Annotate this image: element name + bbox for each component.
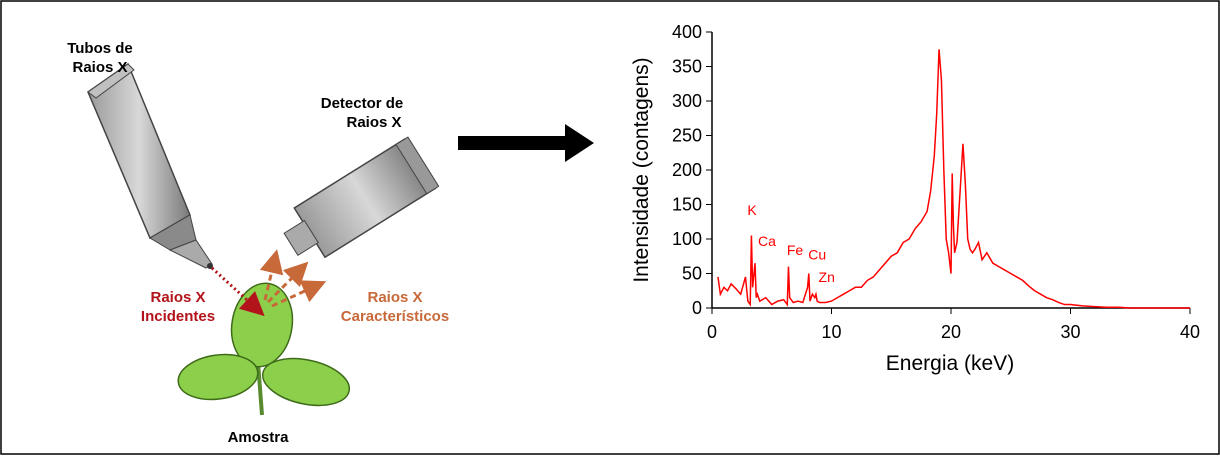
x-tick-label: 30: [1060, 322, 1080, 342]
peak-annotation: Fe: [787, 242, 804, 258]
detector: [283, 136, 440, 259]
x-tick-label: 10: [821, 322, 841, 342]
y-tick-label: 0: [692, 298, 702, 318]
y-axis-label: Intensidade (contagens): [630, 57, 653, 282]
peak-annotation: Zn: [819, 269, 835, 285]
y-tick-label: 50: [682, 264, 702, 284]
flow-arrow: [458, 124, 594, 162]
y-tick-label: 250: [672, 126, 702, 146]
sample-label: Amostra: [228, 429, 290, 446]
peak-annotation: K: [747, 202, 757, 218]
y-tick-label: 200: [672, 160, 702, 180]
emitted-beams: [259, 249, 327, 308]
xray-tube: [87, 62, 213, 269]
x-tick-label: 0: [707, 322, 717, 342]
incident-label: Incidentes: [141, 308, 215, 325]
y-tick-label: 400: [672, 22, 702, 42]
incident-label: Raios X: [150, 289, 205, 306]
peak-annotation: Cu: [808, 247, 826, 263]
y-tick-label: 350: [672, 57, 702, 77]
y-tick-label: 300: [672, 91, 702, 111]
y-tick-label: 100: [672, 229, 702, 249]
characteristic-label: Característicos: [341, 308, 449, 325]
spectrum-line: [717, 49, 1190, 309]
sample-leaves: [177, 282, 351, 416]
detector-label: Raios X: [346, 114, 401, 131]
tube-label: Tubos de: [67, 40, 133, 57]
x-axis-label: Energia (keV): [886, 352, 1014, 375]
x-tick-label: 20: [941, 322, 961, 342]
spectrum-chart: Energia (keV) Intensidade (contagens) 0 5…: [630, 22, 1200, 375]
x-tick-label: 40: [1180, 322, 1200, 342]
characteristic-label: Raios X: [367, 289, 422, 306]
y-tick-label: 150: [672, 195, 702, 215]
tube-label: Raios X: [72, 59, 127, 76]
incident-beam: [210, 266, 265, 317]
peak-annotation: Ca: [758, 233, 776, 249]
detector-label: Detector de: [321, 95, 404, 112]
